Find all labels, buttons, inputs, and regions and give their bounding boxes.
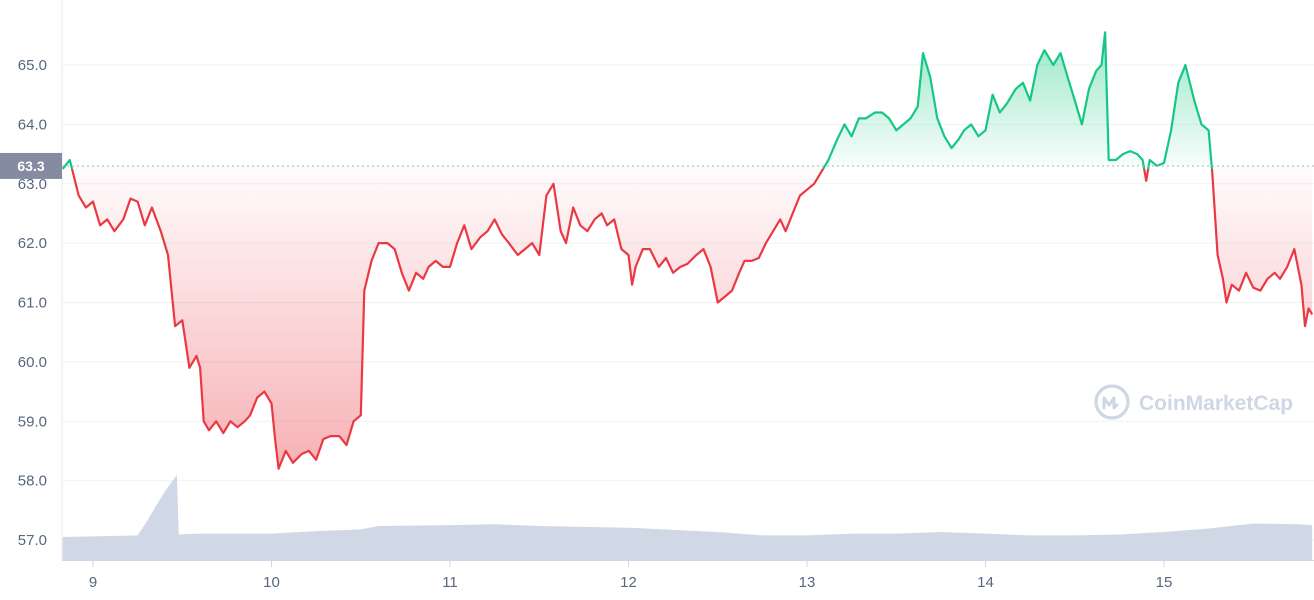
x-tick-label: 14 [977, 574, 994, 591]
price-area [62, 31, 1314, 470]
y-tick-label: 62.0 [18, 235, 47, 252]
y-tick-label: 59.0 [18, 413, 47, 430]
y-tick-label: 61.0 [18, 295, 47, 312]
x-tick-label: 13 [799, 574, 816, 591]
volume-area [62, 475, 1313, 560]
y-tick-label: 64.0 [18, 116, 47, 133]
watermark-text: CoinMarketCap [1139, 392, 1293, 415]
y-axis: 57.0 58.0 59.0 60.0 61.0 62.0 63.0 64.0 65.0 [18, 57, 47, 549]
area-fill-below-baseline [72, 169, 1313, 469]
coinmarketcap-logo-icon [1094, 384, 1130, 420]
area-fill-above-baseline [62, 32, 1313, 169]
y-tick-label: 63.0 [18, 176, 47, 193]
x-axis: 9 10 11 12 13 14 15 [62, 560, 1314, 591]
baseline: 63.3 [0, 152, 1314, 179]
price-line-down [62, 169, 1314, 470]
baseline-label: 63.3 [17, 158, 44, 174]
y-tick-label: 57.0 [18, 532, 47, 549]
x-tick-label: 9 [89, 574, 97, 591]
watermark: CoinMarketCap [1094, 384, 1293, 420]
x-tick-label: 11 [442, 574, 458, 591]
baseline-label-bg [0, 152, 62, 179]
y-tick-label: 65.0 [18, 57, 47, 74]
x-tick-label: 10 [263, 574, 280, 591]
price-line-up [62, 31, 1214, 169]
x-tick-label: 12 [620, 574, 637, 591]
x-tick-label: 15 [1156, 574, 1173, 591]
volume-bars [62, 475, 1313, 560]
y-tick-label: 60.0 [18, 354, 47, 371]
y-tick-label: 58.0 [18, 473, 47, 490]
